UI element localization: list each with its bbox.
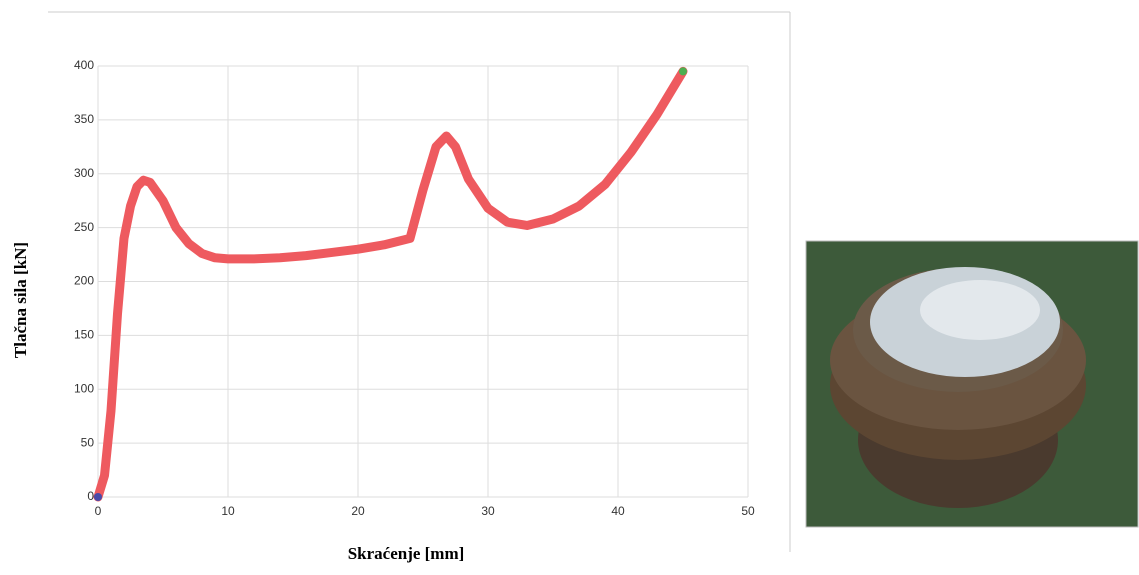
- y-tick-label: 400: [74, 58, 94, 72]
- y-tick-label: 250: [74, 220, 94, 234]
- y-tick-label: 350: [74, 112, 94, 126]
- x-tick-label: 30: [481, 504, 495, 518]
- y-tick-label: 0: [87, 489, 94, 503]
- x-tick-label: 50: [741, 504, 755, 518]
- end-point: [679, 67, 687, 76]
- x-axis-title: Skraćenje [mm]: [348, 544, 465, 563]
- photo: [805, 240, 1139, 528]
- x-tick-label: 10: [221, 504, 235, 518]
- y-tick-label: 200: [74, 274, 94, 288]
- y-tick-label: 50: [81, 435, 95, 449]
- x-tick-label: 40: [611, 504, 625, 518]
- start-point: [94, 493, 102, 501]
- y-tick-label: 150: [74, 328, 94, 342]
- y-axis-title: Tlačna sila [kN]: [11, 242, 30, 358]
- force-curve: [93, 66, 688, 502]
- y-tick-label: 100: [74, 381, 94, 395]
- x-tick-label: 20: [351, 504, 365, 518]
- x-tick-label: 0: [95, 504, 102, 518]
- y-tick-label: 300: [74, 166, 94, 180]
